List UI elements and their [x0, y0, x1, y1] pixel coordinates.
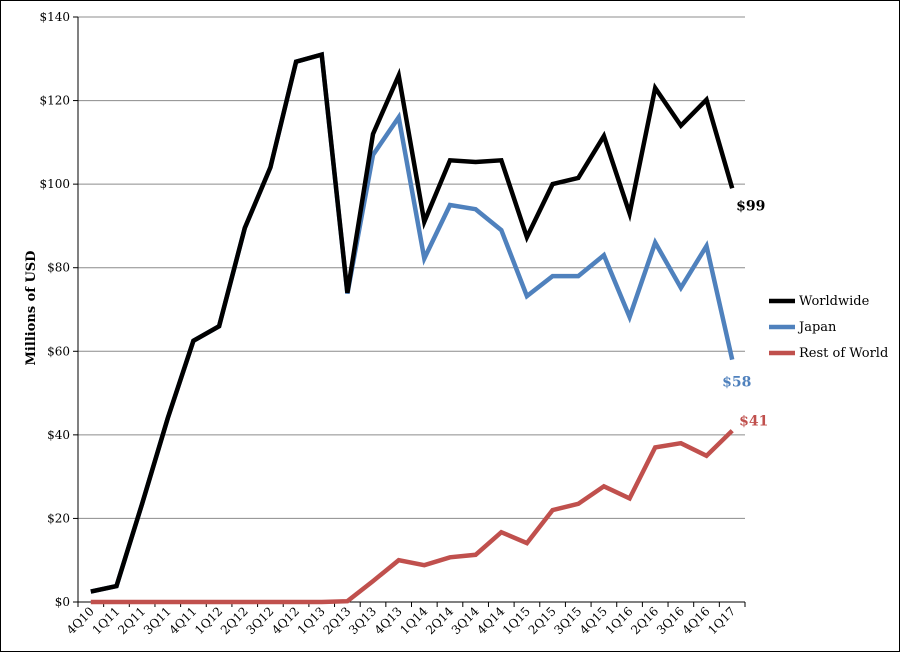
x-tick-label: 3Q14 [449, 604, 482, 637]
x-tick-label: 2Q16 [628, 604, 661, 637]
y-tick-label: $100 [39, 177, 70, 191]
x-tick-label: 3Q15 [551, 604, 584, 637]
x-tick-label: 2Q12 [218, 604, 251, 637]
y-tick-label: $20 [47, 511, 70, 525]
x-tick-label: 4Q13 [372, 604, 405, 637]
x-tick-label: 2Q14 [423, 604, 456, 637]
y-tick-label: $0 [55, 595, 70, 609]
legend-label-japan: Japan [797, 320, 837, 335]
x-tick-label: 4Q10 [64, 604, 97, 637]
legend-label-worldwide: Worldwide [799, 294, 870, 309]
end-labels: $99 $58 $41 [722, 198, 768, 429]
y-axis-title: Millions of USD [24, 251, 39, 366]
x-tick-label: 3Q13 [346, 604, 379, 637]
y-tick-label: $140 [39, 10, 70, 24]
x-tick-label: 1Q12 [192, 604, 225, 637]
x-tick-label: 3Q11 [141, 604, 174, 637]
x-tick-label: 2Q13 [320, 604, 353, 637]
y-tick-label: $120 [39, 94, 70, 108]
series-lines [90, 51, 735, 605]
x-tick-label: 3Q12 [243, 604, 276, 637]
y-tick-label: $80 [47, 261, 70, 275]
x-tick-label: 4Q14 [474, 604, 507, 637]
end-label-rest-of-world: $41 [739, 414, 768, 430]
x-tick-label: 3Q16 [654, 604, 687, 637]
legend-label-rest-of-world: Rest of World [799, 346, 888, 361]
x-tick-label: 1Q16 [603, 604, 636, 637]
end-label-japan: $58 [722, 375, 751, 391]
x-tick-label: 1Q13 [295, 604, 328, 637]
series-line-worldwide [90, 51, 735, 594]
x-tick-label: 4Q15 [577, 604, 610, 637]
x-tick-label: 4Q12 [269, 604, 302, 637]
legend: Worldwide Japan Rest of World [769, 294, 888, 361]
x-tick-label: 1Q14 [397, 604, 430, 637]
x-tick-label: 2Q15 [526, 604, 559, 637]
x-tick-label: 1Q15 [500, 604, 533, 637]
x-tick-label: 2Q11 [115, 604, 148, 637]
x-tick-label: 1Q17 [705, 604, 738, 637]
y-tick-label: $40 [47, 428, 70, 442]
x-tick-label: 4Q11 [167, 604, 200, 637]
end-label-worldwide: $99 [736, 198, 765, 214]
series-line-japan [90, 51, 735, 594]
axes: $0$20$40$60$80$100$120$1404Q101Q112Q113Q… [39, 10, 746, 637]
y-tick-label: $60 [47, 344, 70, 358]
x-tick-label: 4Q16 [680, 604, 713, 637]
x-tick-label: 1Q11 [90, 604, 123, 637]
series-line-rest-of-world [90, 429, 734, 605]
